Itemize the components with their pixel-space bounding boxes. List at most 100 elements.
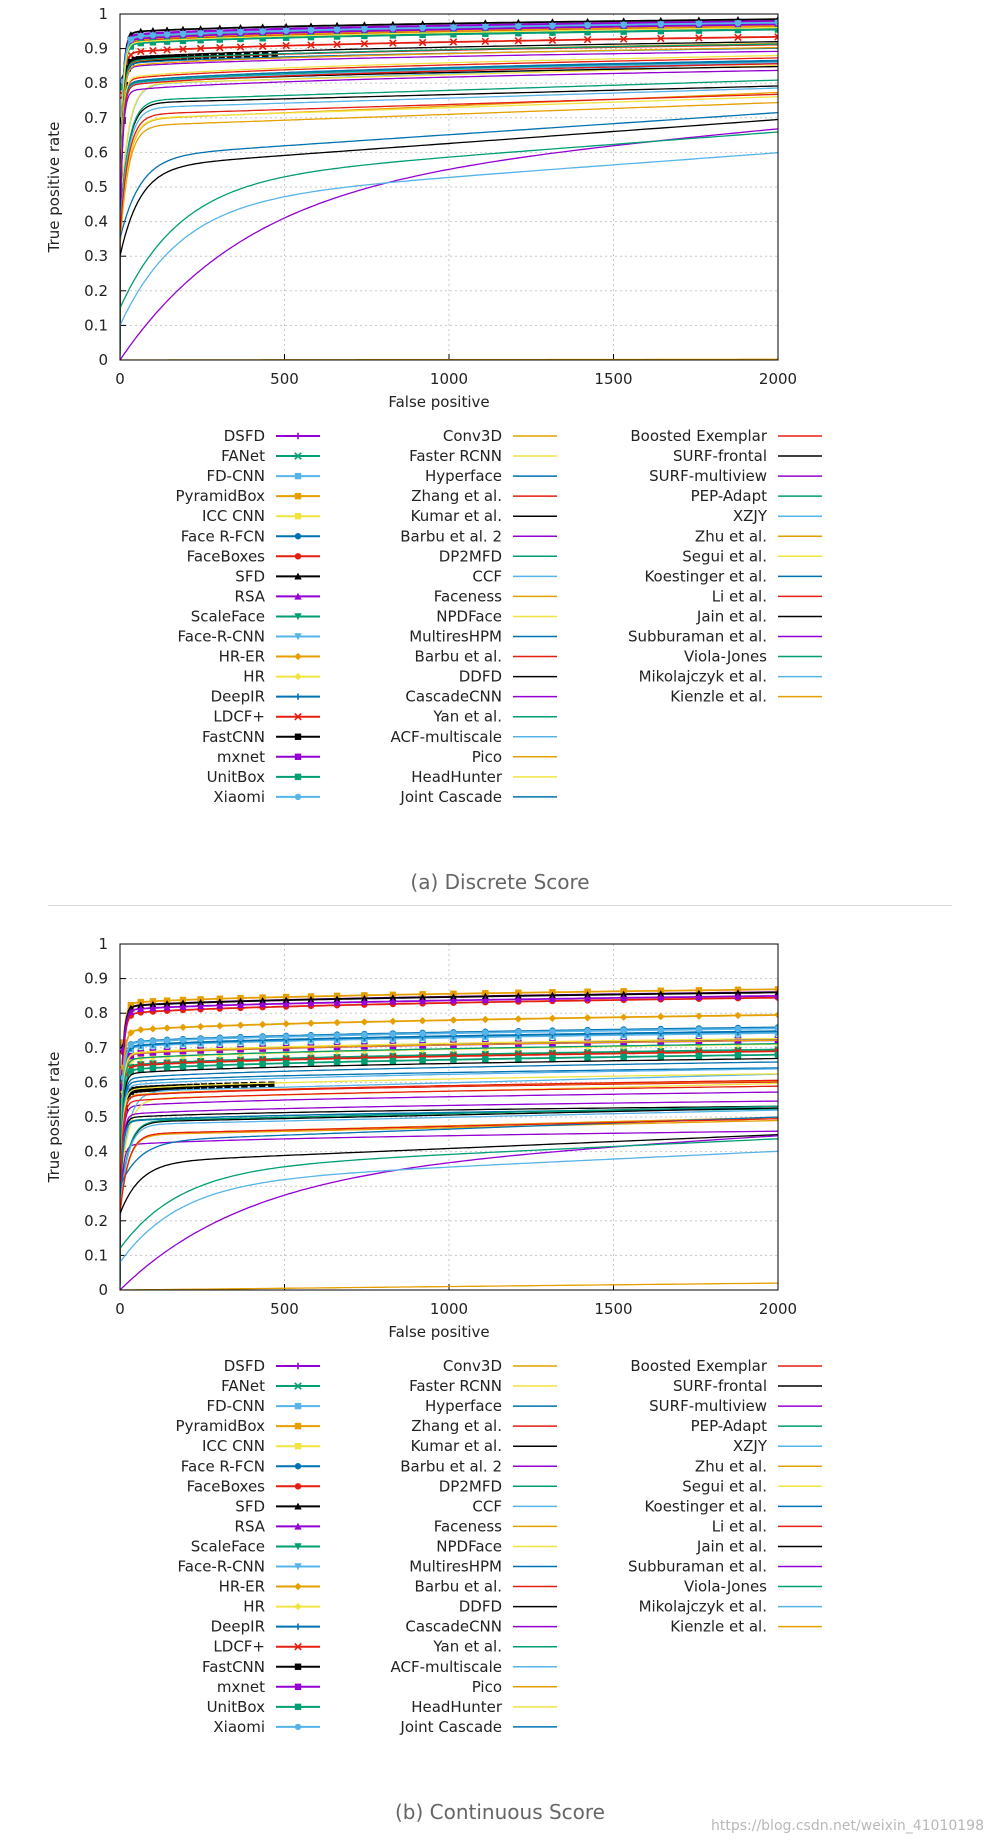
series-line-barbu-et-al-2 — [120, 50, 778, 347]
legend-label-xzjy: XZJY — [733, 507, 768, 525]
series-marker-ldcf — [619, 35, 628, 43]
legend-label-dp2mfd: DP2MFD — [439, 547, 502, 565]
series-line-ccf — [120, 1073, 778, 1282]
chart-continuous-score: 0 0.1 0.2 0.3 0.4 0.5 0.6 0.7 0.8 0.9 1 0 500 1000 150… — [45, 935, 822, 1736]
legend-label-conv3d: Conv3D — [443, 427, 502, 445]
series-marker-rsa — [481, 996, 490, 1004]
x-tick-label: 2000 — [759, 370, 797, 388]
legend-label-face-r-fcn: Face R-FCN — [181, 1457, 265, 1475]
legend-marker-fd-cnn — [294, 472, 302, 480]
series-marker-hr-er — [583, 1014, 592, 1022]
legend-label-surf-multiview: SURF-multiview — [649, 1397, 767, 1415]
series-marker-unitbox — [734, 26, 742, 34]
series-marker-unitbox — [361, 1058, 368, 1065]
series-marker-xiaomi — [695, 20, 703, 27]
series-line-acf-multiscale — [120, 61, 778, 348]
series-marker-xiaomi — [282, 1033, 290, 1040]
series-marker-ldcf — [196, 44, 205, 53]
legend-marker-ldcf — [294, 712, 302, 721]
series-marker-unitbox — [549, 1054, 556, 1062]
series-marker-xiaomi — [149, 32, 157, 39]
series-markers-unitbox — [120, 26, 778, 91]
series-marker-unitbox — [197, 1062, 204, 1070]
series-marker-deepir — [774, 1027, 778, 1035]
legend-marker-scaleface — [294, 613, 302, 621]
legend-label-rsa: RSA — [235, 587, 266, 605]
series-marker-unitbox — [216, 1061, 224, 1069]
series-marker-ldcf — [216, 43, 224, 52]
series-marker-hr-er — [449, 1016, 458, 1024]
series-marker-xiaomi — [127, 1041, 135, 1049]
legend-marker-pyramidbox — [294, 1422, 302, 1430]
series-marker-xiaomi — [307, 26, 315, 34]
series-marker-xiaomi — [127, 36, 135, 43]
series-line-pep-adapt — [120, 1105, 778, 1283]
legend-label-fastcnn: FastCNN — [202, 1658, 265, 1676]
y-tick-label: 0.4 — [84, 213, 108, 231]
series-marker-rsa — [514, 995, 523, 1003]
series-marker-sfd — [149, 1000, 157, 1008]
series-marker-sfd — [137, 1001, 145, 1009]
series-marker-xiaomi — [361, 1031, 368, 1039]
series-marker-rsa — [657, 993, 665, 1001]
series-line-faceness — [120, 1080, 778, 1282]
series-marker-ldcf — [774, 33, 778, 41]
legend-marker-mxnet — [294, 753, 302, 760]
series-marker-sfd — [774, 988, 778, 996]
series-marker-hr-er — [360, 1018, 369, 1026]
series-line-li-et-al — [120, 1118, 778, 1284]
legend-label-koestinger-et-al: Koestinger et al. — [644, 567, 767, 585]
series-marker-xiaomi — [774, 19, 778, 26]
x-axis-label: False positive — [388, 1323, 489, 1341]
series-marker-xiaomi — [333, 26, 341, 33]
legend-marker-fd-cnn — [294, 1402, 302, 1410]
series-marker-rsa — [196, 1002, 205, 1010]
legend-label-ldcf: LDCF+ — [213, 708, 265, 726]
series-marker-unitbox — [482, 30, 489, 37]
series-marker-fastcnn — [179, 1083, 186, 1091]
series-marker-fastcnn — [241, 1082, 248, 1089]
series-marker-xiaomi — [259, 1034, 266, 1041]
series-marker-rsa — [163, 1003, 171, 1011]
legend-marker-xiaomi — [294, 793, 302, 801]
series-marker-scaleface — [514, 1050, 523, 1058]
series-marker-fastcnn — [173, 1084, 180, 1091]
legend-label-cascadecnn: CascadeCNN — [405, 688, 502, 706]
legend-marker-fastcnn — [294, 733, 302, 740]
series-marker-scaleface — [734, 1046, 742, 1054]
series-marker-xiaomi — [333, 1032, 341, 1039]
series-marker-xiaomi — [620, 1027, 627, 1034]
legend-label-zhu-et-al: Zhu et al. — [695, 527, 767, 545]
series-markers-sfd — [120, 988, 778, 1049]
x-tick-label: 500 — [270, 370, 299, 388]
legend-marker-icc-cnn — [294, 513, 302, 520]
legend-label-hr: HR — [243, 668, 265, 686]
series-marker-fastcnn — [200, 1083, 208, 1090]
series-group — [120, 986, 778, 1290]
series-marker-xiaomi — [361, 25, 368, 33]
series-marker-unitbox — [259, 1060, 266, 1068]
legend-label-multireshpm: MultiresHPM — [409, 1558, 502, 1576]
legend-label-mxnet: mxnet — [217, 1678, 265, 1696]
series-marker-hr-er — [282, 1020, 290, 1028]
series-marker-unitbox — [584, 28, 591, 36]
series-line-boosted-exemplar — [120, 1079, 778, 1282]
series-marker-xiaomi — [282, 27, 290, 34]
legend-label-viola-jones: Viola-Jones — [684, 1578, 767, 1596]
series-marker-rsa — [236, 1001, 245, 1009]
legend-marker-sfd — [294, 572, 302, 580]
series-marker-sfd — [333, 995, 341, 1003]
series-line-surf-multiview — [120, 1130, 778, 1284]
series-line-barbu-et-al — [120, 1085, 778, 1282]
series-marker-unitbox — [197, 36, 204, 44]
legend-label-koestinger-et-al: Koestinger et al. — [644, 1497, 767, 1515]
x-tick-label: 500 — [270, 1300, 299, 1318]
series-line-joint-cascade — [120, 59, 778, 348]
legend-label-barbu-et-al-2: Barbu et al. 2 — [400, 1457, 502, 1475]
legend-label-joint-cascade: Joint Cascade — [399, 1718, 502, 1736]
legend-marker-face-r-cnn — [294, 1563, 302, 1571]
series-marker-fastcnn — [268, 1081, 275, 1088]
legend-label-cascadecnn: CascadeCNN — [405, 1618, 502, 1636]
series-marker-ldcf — [149, 46, 157, 55]
y-tick-label: 1 — [98, 5, 108, 23]
